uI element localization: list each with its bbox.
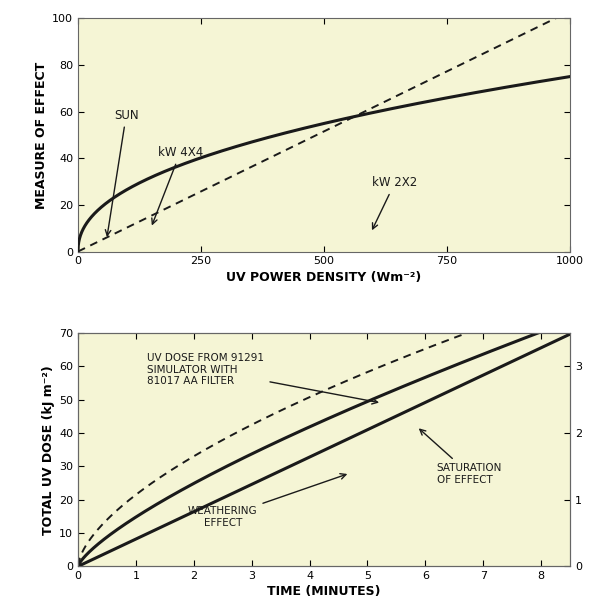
X-axis label: UV POWER DENSITY (Wm⁻²): UV POWER DENSITY (Wm⁻²) <box>226 270 422 284</box>
Text: WEATHERING
EFFECT: WEATHERING EFFECT <box>188 474 346 528</box>
Text: kW 4X4: kW 4X4 <box>152 146 203 224</box>
X-axis label: TIME (MINUTES): TIME (MINUTES) <box>267 585 381 599</box>
Text: kW 2X2: kW 2X2 <box>372 176 418 229</box>
Y-axis label: TOTAL UV DOSE (kJ m⁻²): TOTAL UV DOSE (kJ m⁻²) <box>42 365 55 535</box>
Y-axis label: MEASURE OF EFFECT: MEASURE OF EFFECT <box>35 62 48 208</box>
Text: UV DOSE FROM 91291
SIMULATOR WITH
81017 AA FILTER: UV DOSE FROM 91291 SIMULATOR WITH 81017 … <box>148 353 377 404</box>
Text: SUN: SUN <box>106 108 139 236</box>
Text: SATURATION
OF EFFECT: SATURATION OF EFFECT <box>420 429 502 485</box>
